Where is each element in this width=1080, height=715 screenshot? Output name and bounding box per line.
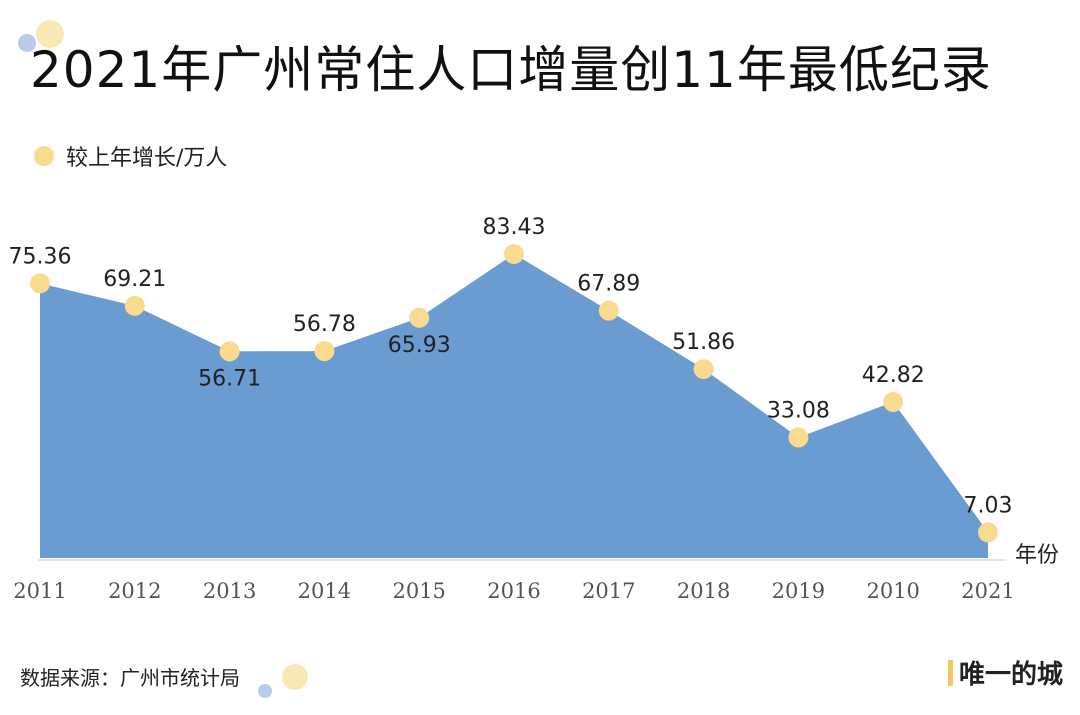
- x-tick-label: 2014: [298, 579, 351, 603]
- data-label: 75.36: [9, 244, 72, 269]
- area-series: [40, 254, 988, 558]
- decor-dot-yellow: [36, 20, 64, 48]
- legend-marker: [34, 146, 54, 166]
- data-label: 69.21: [103, 267, 166, 292]
- data-label: 67.89: [577, 272, 640, 297]
- data-label: 83.43: [483, 215, 546, 240]
- data-point: [788, 427, 809, 448]
- data-point: [978, 522, 998, 543]
- chart-title: 2021年广州常住人口增量创11年最低纪录: [30, 41, 992, 99]
- x-tick-label: 2015: [392, 579, 445, 603]
- data-point: [883, 391, 904, 412]
- data-point: [30, 273, 50, 294]
- x-tick-label: 2018: [677, 579, 730, 603]
- x-tick-label: 2011: [13, 579, 66, 603]
- decor-dot-yellow-small: [282, 664, 308, 690]
- data-label: 56.78: [293, 312, 356, 337]
- data-point: [693, 359, 714, 380]
- data-label: 33.08: [767, 398, 830, 423]
- source-note: 数据来源：广州市统计局: [20, 666, 240, 690]
- data-label: 65.93: [388, 333, 451, 358]
- data-point: [314, 341, 335, 362]
- data-point: [409, 307, 430, 328]
- brand-text: 唯一的城: [959, 660, 1064, 690]
- x-tick-label: 2012: [108, 579, 161, 603]
- decor-dot-blue: [18, 34, 36, 52]
- data-point: [219, 341, 240, 362]
- data-label: 42.82: [862, 363, 925, 388]
- brand-bar: [948, 659, 953, 686]
- legend-label: 较上年增长/万人: [66, 146, 228, 171]
- data-label: 7.03: [964, 493, 1013, 518]
- x-tick-label: 2013: [203, 579, 256, 603]
- x-tick-label: 2016: [487, 579, 540, 603]
- data-point: [598, 300, 619, 321]
- x-tick-label: 2019: [772, 579, 825, 603]
- data-label: 51.86: [672, 330, 735, 355]
- data-point: [124, 295, 145, 316]
- x-tick-label: 2021: [961, 579, 1014, 603]
- x-tick-label: 2010: [866, 579, 919, 603]
- x-tick-label: 2017: [582, 579, 635, 603]
- data-point: [504, 244, 524, 264]
- data-label: 56.71: [198, 366, 261, 391]
- x-axis-label: 年份: [1015, 543, 1059, 568]
- brand-logo: 唯一的城: [948, 654, 1063, 691]
- decor-dot-blue-small: [258, 684, 272, 698]
- legend: 较上年增长/万人: [34, 140, 227, 172]
